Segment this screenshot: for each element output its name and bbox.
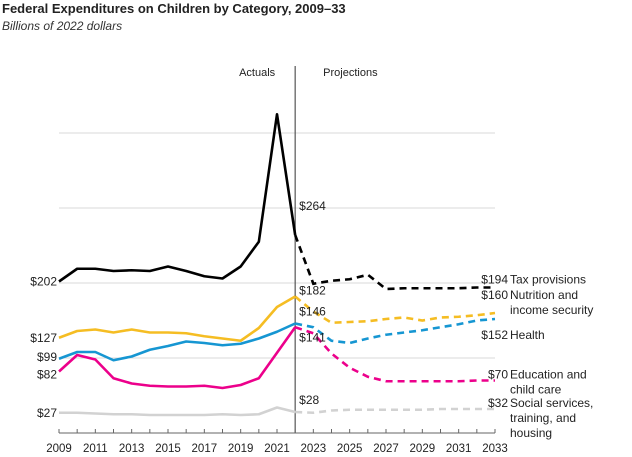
end-value-label: $32	[488, 396, 508, 410]
mid-value-label: $141	[299, 330, 326, 344]
x-tick-label: 2025	[337, 443, 363, 455]
series-line-actual	[58, 322, 296, 362]
x-tick-label: 2015	[155, 443, 181, 455]
legend-series-name: Social services,	[510, 396, 593, 410]
mid-value-label: $264	[299, 199, 326, 213]
mid-value-label: $28	[299, 393, 319, 407]
end-value-label: $152	[481, 328, 508, 342]
mid-value-label: $146	[299, 305, 326, 319]
x-tick-label: 2011	[83, 443, 108, 455]
x-tick-label: 2031	[446, 443, 472, 455]
legend-series-name: training, and	[510, 411, 576, 425]
legend-series-name: income security	[510, 303, 593, 317]
x-tick-label: 2029	[410, 443, 436, 455]
x-tick-label: 2033	[482, 443, 508, 455]
legend-series-name: child care	[510, 383, 562, 397]
x-tick-label: 2009	[46, 443, 72, 455]
x-tick-label: 2021	[264, 443, 290, 455]
end-value-label: $160	[481, 288, 508, 302]
series-line-projection	[293, 234, 495, 291]
legend-series-name: housing	[510, 426, 552, 440]
series-line-projection	[294, 326, 495, 383]
end-value-label: $194	[481, 273, 508, 287]
start-value-label: $202	[30, 275, 57, 289]
series-line-actual	[58, 295, 296, 343]
x-tick-label: 2027	[373, 443, 399, 455]
chart-title: Federal Expenditures on Children by Cate…	[2, 1, 346, 16]
x-tick-label: 2017	[192, 443, 218, 455]
legend-series-name: Education and	[510, 368, 587, 382]
legend-series-name: Nutrition and	[510, 288, 578, 302]
chart-subtitle: Billions of 2022 dollars	[2, 19, 123, 33]
start-value-label: $27	[37, 406, 57, 420]
end-value-label: $70	[488, 368, 508, 382]
x-tick-label: 2019	[228, 443, 254, 455]
x-tick-label: 2023	[301, 443, 327, 455]
start-value-label: $99	[37, 350, 57, 364]
series-line-actual	[58, 326, 297, 390]
series-line-actual	[58, 112, 297, 283]
mid-value-label: $182	[299, 284, 326, 298]
start-value-label: $127	[30, 331, 57, 345]
legend-series-name: Tax provisions	[510, 273, 586, 287]
legend-series-name: Health	[510, 328, 545, 342]
actuals-label: Actuals	[239, 67, 276, 79]
series-line-projection	[295, 407, 495, 415]
series-line-actual	[59, 406, 296, 417]
series-line-projection	[294, 317, 496, 345]
projections-label: Projections	[323, 67, 378, 79]
start-value-label: $82	[37, 368, 57, 382]
series-line-projection	[294, 295, 496, 325]
x-tick-label: 2013	[119, 443, 145, 455]
